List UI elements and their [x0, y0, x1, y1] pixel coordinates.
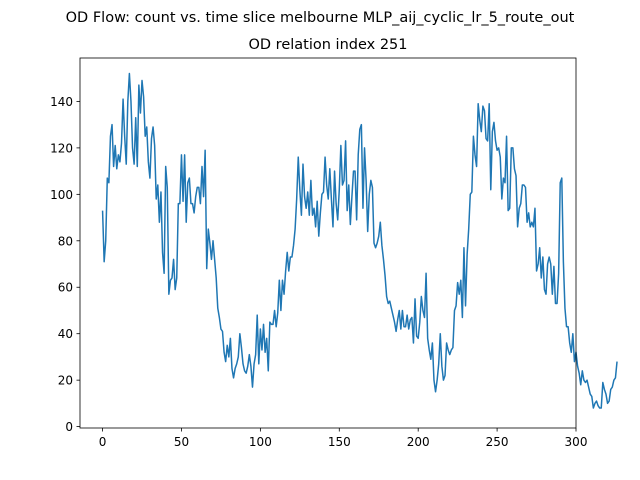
x-tick-label: 100 — [249, 435, 272, 449]
y-tick-label: 140 — [50, 95, 73, 109]
plot-area — [101, 72, 618, 409]
y-tick-label: 40 — [58, 327, 73, 341]
y-tick-label: 20 — [58, 374, 73, 388]
y-axis: 0 20 40 60 80 100 120 140 — [50, 95, 80, 434]
x-tick-label: 250 — [486, 435, 509, 449]
chart-title: OD relation index 251 — [248, 37, 407, 53]
y-tick-label: 120 — [50, 141, 73, 155]
x-tick-label: 150 — [328, 435, 351, 449]
x-tick-label: 0 — [99, 435, 107, 449]
y-tick-label: 60 — [58, 281, 73, 295]
x-axis: 0 50 100 150 200 250 300 — [99, 428, 588, 449]
y-tick-label: 100 — [50, 188, 73, 202]
chart-suptitle: OD Flow: count vs. time slice melbourne … — [66, 10, 575, 26]
series-line — [101, 72, 618, 409]
x-tick-label: 300 — [565, 435, 588, 449]
y-tick-label: 0 — [65, 420, 73, 434]
axes-frame — [79, 57, 577, 429]
x-tick-label: 200 — [407, 435, 430, 449]
x-tick-label: 50 — [174, 435, 189, 449]
y-tick-label: 80 — [58, 234, 73, 248]
